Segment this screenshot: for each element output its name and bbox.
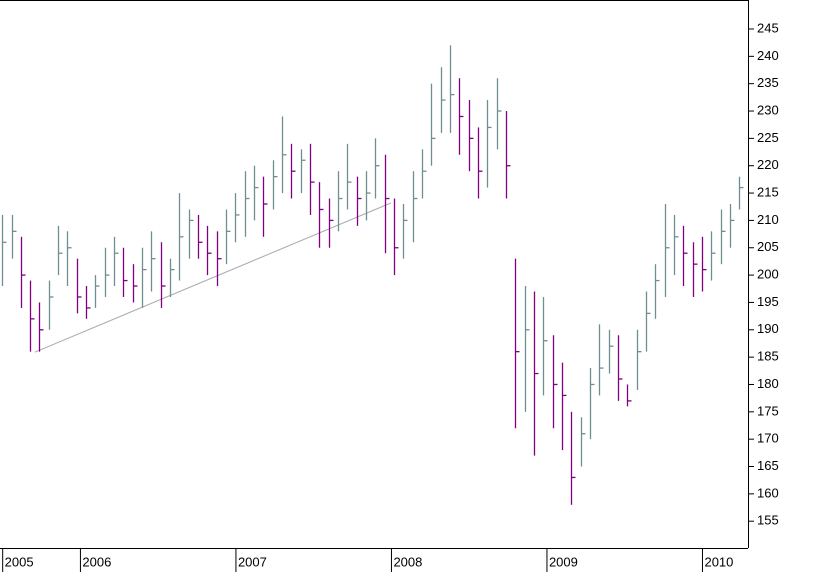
y-tick-label: 240 (757, 48, 779, 63)
x-tick-label: 2005 (5, 554, 34, 569)
y-tick-label: 180 (757, 376, 779, 391)
y-tick-label: 205 (757, 239, 779, 254)
y-tick-label: 175 (757, 403, 779, 418)
y-tick-label: 230 (757, 102, 779, 117)
x-tick-label: 2010 (704, 554, 733, 569)
x-tick-label: 2008 (393, 554, 422, 569)
y-tick-label: 245 (757, 20, 779, 35)
x-tick-label: 2007 (238, 554, 267, 569)
y-tick-label: 185 (757, 349, 779, 364)
y-tick-label: 220 (757, 157, 779, 172)
x-tick-label: 2006 (82, 554, 111, 569)
x-tick-label: 2009 (549, 554, 578, 569)
y-tick-label: 225 (757, 130, 779, 145)
trendline (34, 202, 392, 353)
y-tick-label: 195 (757, 294, 779, 309)
y-tick-label: 235 (757, 75, 779, 90)
y-tick-label: 190 (757, 321, 779, 336)
y-tick-label: 215 (757, 184, 779, 199)
y-tick-label: 210 (757, 212, 779, 227)
y-tick-label: 170 (757, 431, 779, 446)
y-tick-label: 160 (757, 485, 779, 500)
y-tick-label: 200 (757, 267, 779, 282)
y-tick-label: 165 (757, 458, 779, 473)
y-tick-label: 155 (757, 513, 779, 528)
